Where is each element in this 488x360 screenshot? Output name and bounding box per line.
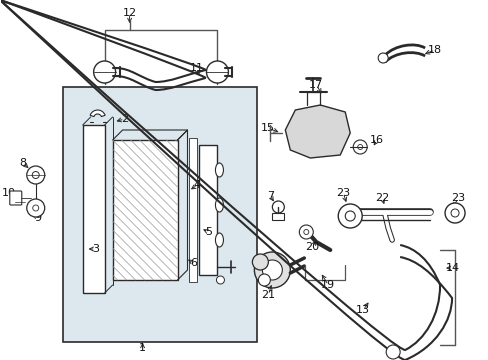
Text: 14: 14 [445, 263, 459, 273]
Bar [82, 125, 104, 293]
Text: 18: 18 [427, 45, 441, 55]
Ellipse shape [215, 233, 223, 247]
Text: 21: 21 [261, 290, 275, 300]
Circle shape [444, 203, 464, 223]
Text: 23: 23 [335, 188, 349, 198]
Circle shape [303, 230, 308, 234]
Text: 5: 5 [204, 227, 211, 237]
Circle shape [258, 274, 270, 286]
Bar [189, 138, 197, 282]
Text: 22: 22 [374, 193, 388, 203]
Circle shape [206, 61, 228, 83]
Text: 6: 6 [190, 258, 197, 268]
Circle shape [262, 260, 282, 280]
Circle shape [386, 345, 399, 359]
Text: 15: 15 [260, 123, 274, 133]
Text: 11: 11 [189, 63, 203, 73]
Text: 17: 17 [308, 80, 323, 90]
Ellipse shape [215, 163, 223, 177]
Circle shape [357, 144, 362, 149]
Circle shape [352, 140, 366, 154]
Text: 20: 20 [305, 242, 319, 252]
Text: 8: 8 [19, 158, 26, 168]
Text: 9: 9 [34, 213, 41, 223]
Text: 1: 1 [139, 343, 146, 353]
Circle shape [254, 252, 290, 288]
Text: 10: 10 [2, 188, 16, 198]
Circle shape [252, 254, 268, 270]
Circle shape [33, 205, 39, 211]
FancyBboxPatch shape [10, 191, 22, 205]
Circle shape [94, 61, 115, 83]
Text: 7: 7 [266, 191, 273, 201]
Text: 4: 4 [194, 180, 201, 190]
Circle shape [272, 201, 284, 213]
Circle shape [27, 199, 44, 217]
Circle shape [32, 171, 39, 179]
Text: 2: 2 [121, 114, 128, 124]
Circle shape [299, 225, 313, 239]
Bar [112, 140, 177, 280]
Circle shape [377, 53, 387, 63]
Bar [62, 87, 257, 342]
Circle shape [450, 209, 458, 217]
Ellipse shape [215, 198, 223, 212]
Text: 12: 12 [122, 8, 136, 18]
Text: 19: 19 [321, 280, 335, 290]
Polygon shape [285, 105, 349, 158]
Text: 23: 23 [450, 193, 464, 203]
Text: 3: 3 [92, 244, 99, 254]
Circle shape [27, 166, 44, 184]
Text: 16: 16 [369, 135, 384, 145]
Circle shape [216, 276, 224, 284]
Text: 13: 13 [355, 305, 369, 315]
Circle shape [338, 204, 362, 228]
Wedge shape [90, 110, 105, 117]
Bar [199, 145, 217, 275]
Circle shape [345, 211, 354, 221]
Bar [272, 213, 284, 220]
